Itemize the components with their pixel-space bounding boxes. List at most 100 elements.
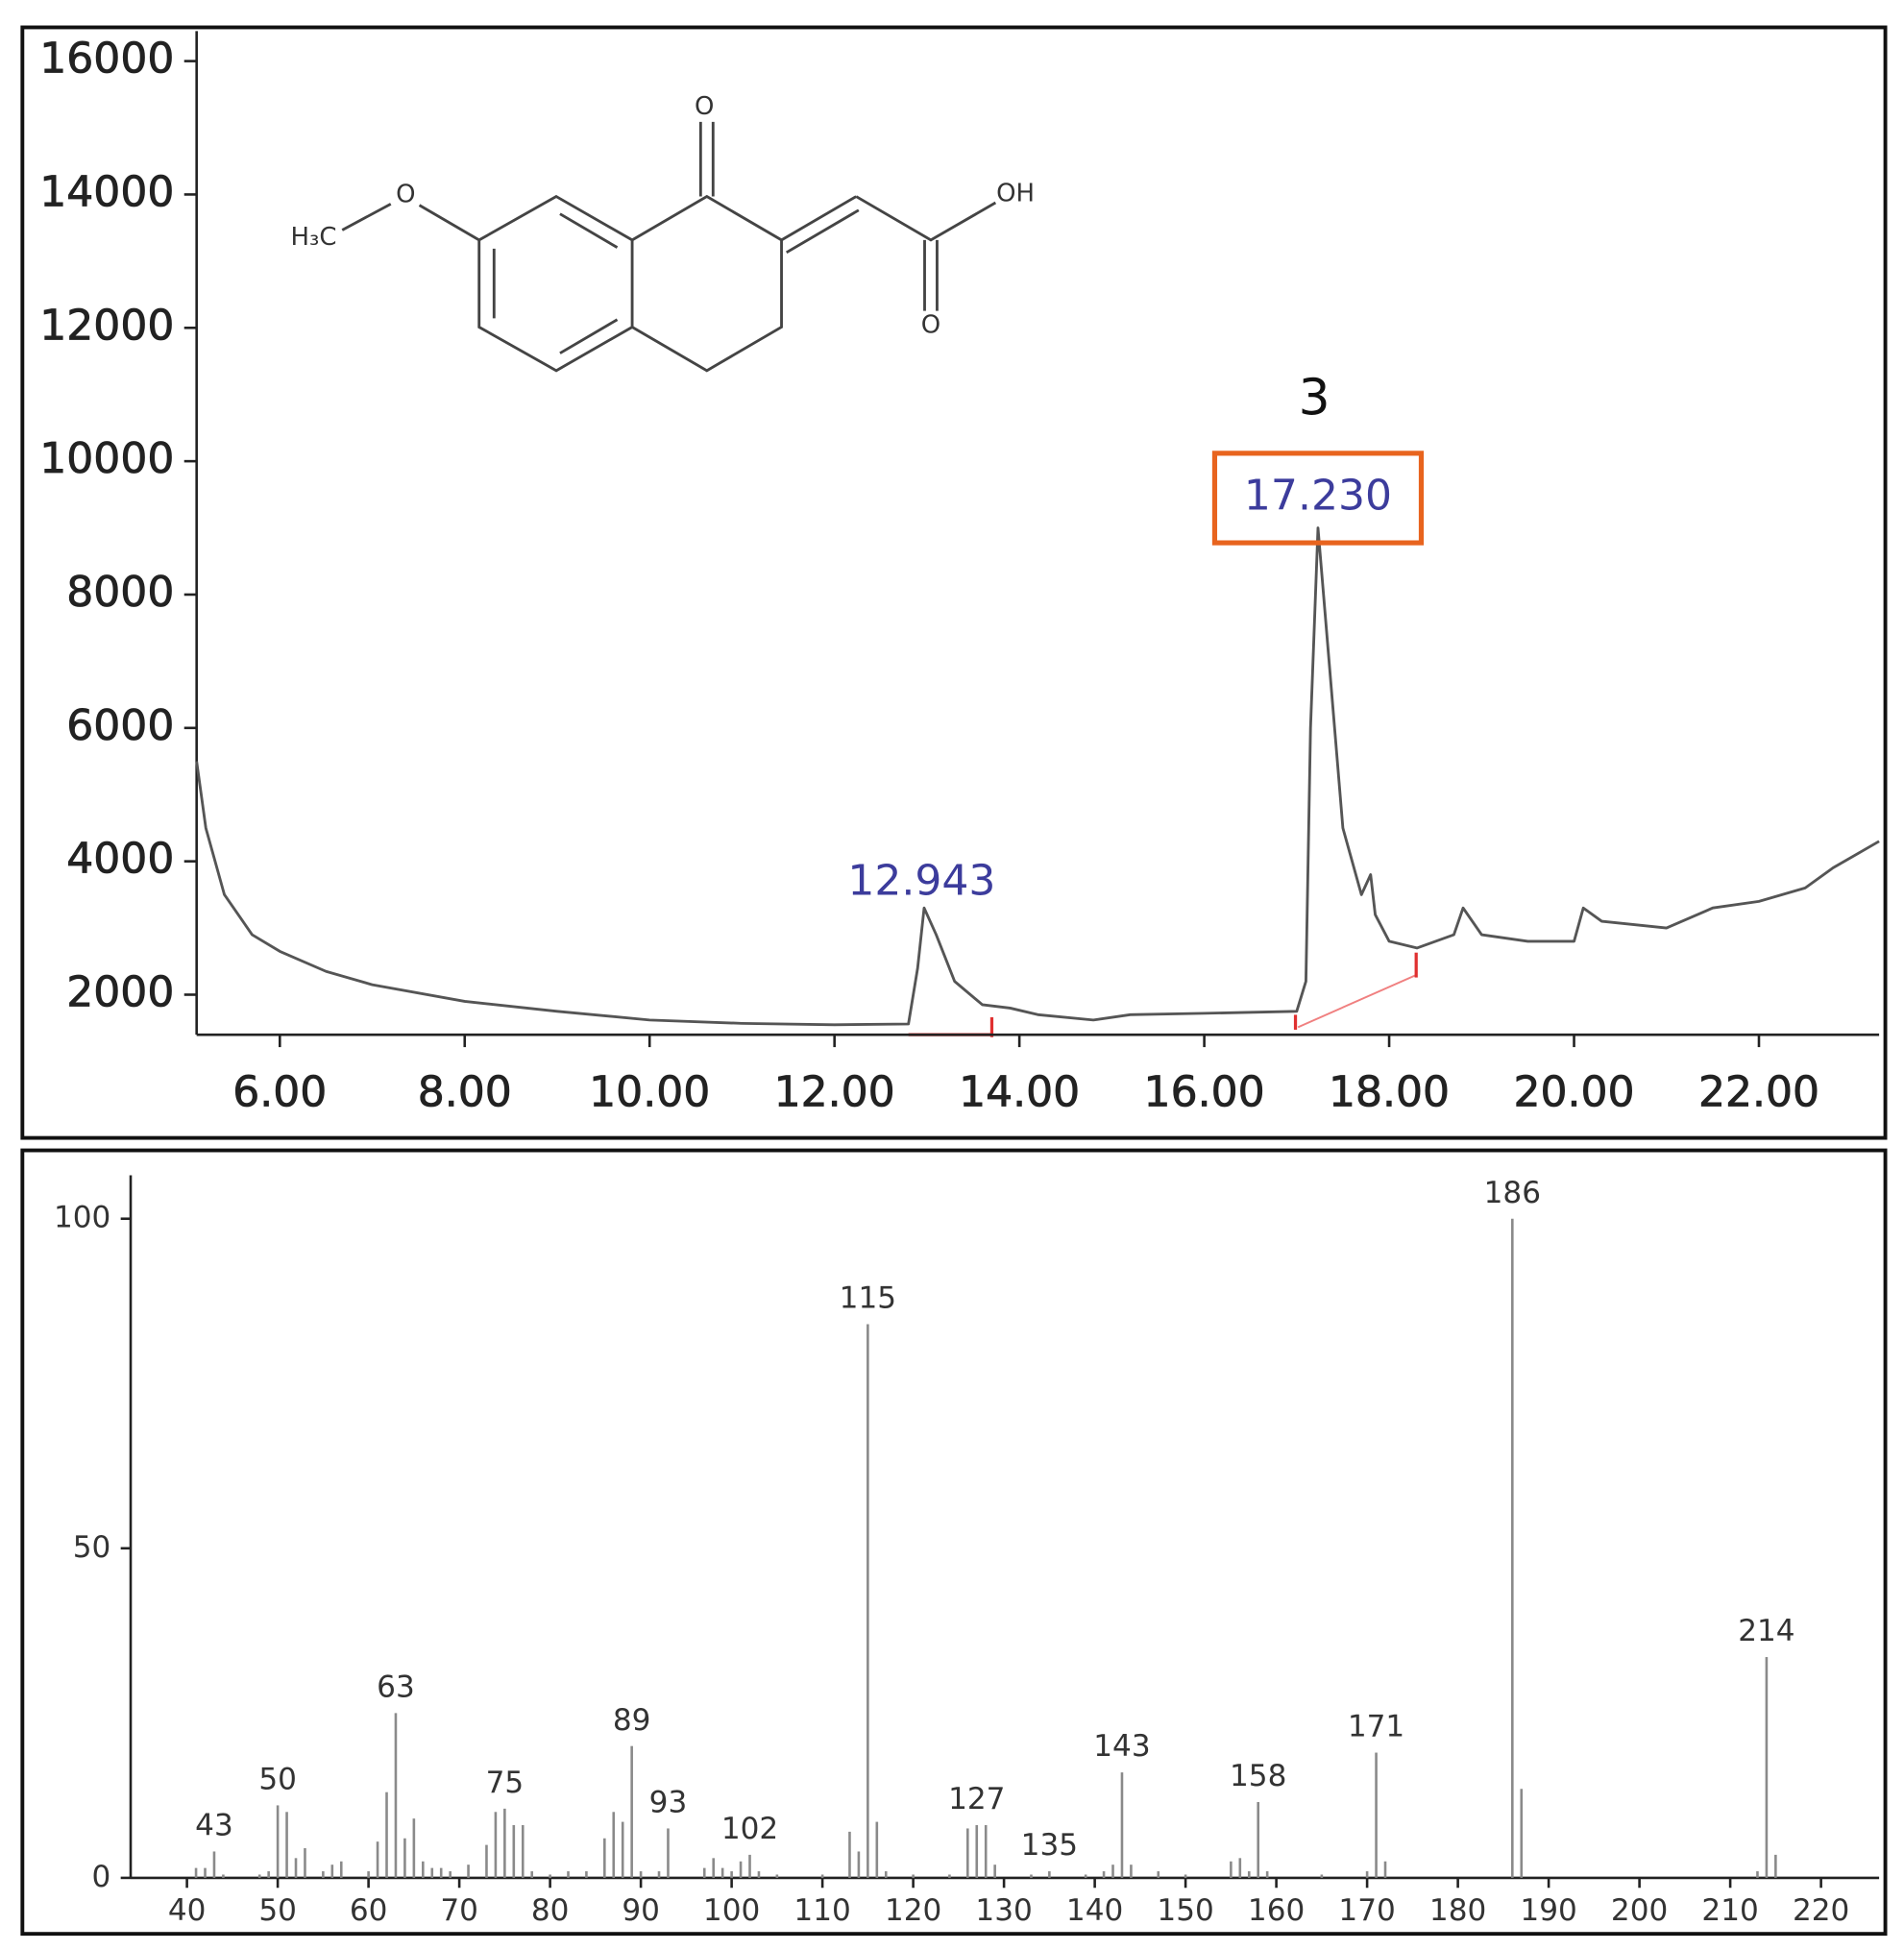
bar: [657, 1871, 661, 1878]
bar: [984, 1825, 988, 1878]
y-tick-label: 14000: [39, 167, 174, 216]
bar: [1774, 1854, 1777, 1878]
peak-label: 12.943: [847, 856, 995, 905]
x-tick-label: 60: [350, 1893, 388, 1928]
bar: [485, 1844, 488, 1878]
bar: [739, 1861, 743, 1878]
peak-label: 214: [1738, 1614, 1794, 1648]
x-tick-label: 160: [1248, 1893, 1305, 1928]
peak-label: 102: [721, 1812, 778, 1846]
bar: [1130, 1865, 1133, 1878]
bar: [512, 1825, 516, 1878]
bar: [403, 1838, 406, 1878]
y-tick-label: 12000: [39, 301, 174, 350]
atom-label: OH: [996, 179, 1035, 207]
bar: [857, 1851, 861, 1878]
x-tick-label: 18.00: [1329, 1067, 1450, 1116]
bar: [276, 1805, 280, 1878]
bar: [1765, 1657, 1769, 1878]
bar: [1230, 1861, 1233, 1878]
bar: [1030, 1874, 1033, 1878]
y-tick-label: 0: [92, 1860, 111, 1894]
bar: [757, 1871, 761, 1878]
bar: [730, 1871, 733, 1878]
bar: [1375, 1752, 1378, 1878]
bond: [477, 194, 634, 373]
bar: [603, 1838, 606, 1878]
x-tick-label: 200: [1611, 1893, 1668, 1928]
x-tick-label: 22.00: [1698, 1067, 1819, 1116]
bar: [585, 1871, 588, 1878]
x-tick-label: 150: [1157, 1893, 1213, 1928]
atom-label: O: [396, 181, 415, 209]
bar: [521, 1825, 525, 1878]
bar: [494, 1812, 498, 1878]
bar: [775, 1874, 779, 1878]
bar: [285, 1812, 288, 1878]
peak-label: 135: [1021, 1828, 1078, 1863]
bar: [820, 1874, 824, 1878]
bar: [948, 1874, 951, 1878]
bar: [639, 1871, 643, 1878]
bar: [503, 1808, 506, 1878]
bar: [567, 1871, 570, 1878]
atom-label: O: [921, 311, 940, 340]
bar: [322, 1871, 325, 1878]
peak-label: 115: [840, 1281, 896, 1316]
x-tick-label: 50: [258, 1893, 297, 1928]
x-tick-label: 80: [531, 1893, 570, 1928]
bar: [257, 1874, 261, 1878]
atom-label: O: [695, 92, 714, 121]
bar: [748, 1854, 751, 1878]
bar: [993, 1865, 996, 1878]
bar: [1102, 1871, 1106, 1878]
bar: [667, 1828, 670, 1878]
bar: [884, 1871, 888, 1878]
bar: [267, 1871, 270, 1878]
x-tick-label: 6.00: [232, 1067, 327, 1116]
y-tick-label: 100: [54, 1201, 110, 1235]
bar: [1257, 1801, 1260, 1878]
x-tick-label: 14.00: [959, 1067, 1080, 1116]
peak-label: 75: [486, 1766, 525, 1800]
bar: [194, 1867, 198, 1878]
integration-baseline: [908, 952, 1418, 1037]
x-tick-label: 120: [885, 1893, 941, 1928]
bar: [430, 1867, 434, 1878]
bar: [204, 1867, 207, 1878]
bar: [1265, 1871, 1269, 1878]
x-tick-label: 10.00: [589, 1067, 710, 1116]
bar: [1383, 1861, 1387, 1878]
bar: [1120, 1772, 1124, 1878]
bar: [1511, 1218, 1514, 1878]
bar: [712, 1858, 716, 1878]
bond: [780, 195, 997, 255]
x-tick-label: 40: [168, 1893, 207, 1928]
bond: [631, 194, 783, 373]
trace: [195, 526, 1880, 1027]
peak-label: 171: [1348, 1710, 1404, 1744]
bar: [1320, 1874, 1324, 1878]
bar: [630, 1745, 633, 1878]
bar: [1111, 1865, 1114, 1878]
x-tick-label: 20.00: [1514, 1067, 1635, 1116]
bar: [1084, 1874, 1087, 1878]
peak-label: 43: [195, 1809, 233, 1843]
bar: [1247, 1871, 1251, 1878]
bar: [439, 1867, 443, 1878]
bar: [966, 1828, 969, 1878]
bar: [1157, 1871, 1160, 1878]
bar: [1756, 1871, 1759, 1878]
x-tick-label: 170: [1338, 1893, 1395, 1928]
bar: [330, 1865, 334, 1878]
y-tick-label: 4000: [66, 835, 174, 884]
bar: [848, 1831, 851, 1878]
x-tick-label: 210: [1701, 1893, 1758, 1928]
atom-label: H₃C: [290, 223, 336, 252]
y-tick-label: 2000: [66, 967, 174, 1016]
bar: [1184, 1874, 1187, 1878]
structure: O OH O O H₃C: [290, 92, 1035, 373]
bar: [385, 1792, 388, 1878]
bar: [621, 1821, 624, 1878]
bar: [1365, 1871, 1369, 1878]
